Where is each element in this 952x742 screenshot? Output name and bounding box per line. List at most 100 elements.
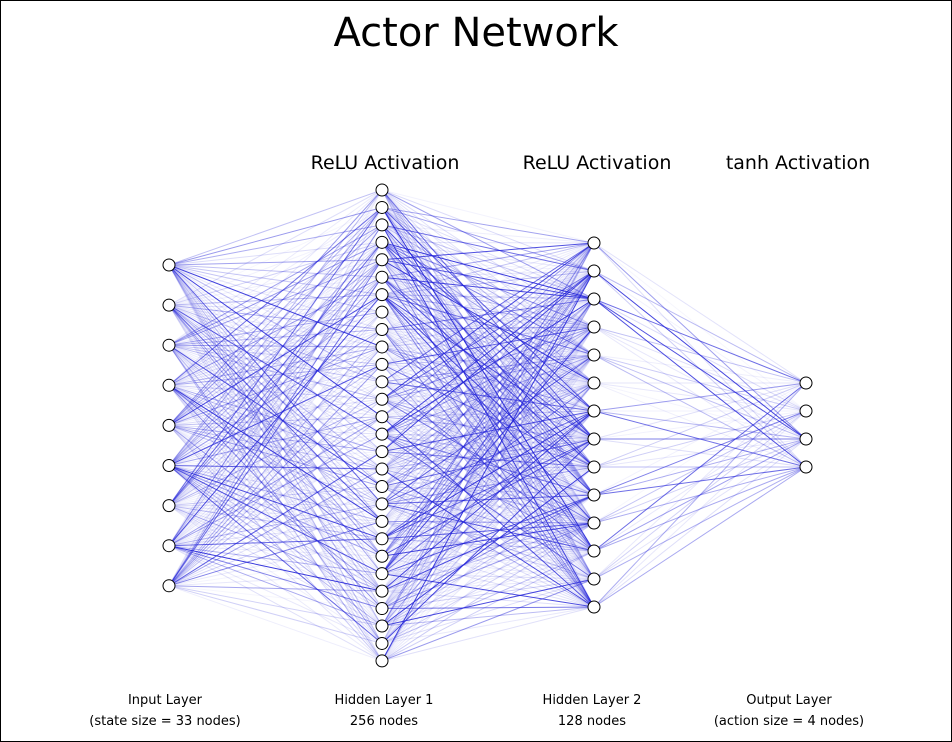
edge-hidden1-12-hidden2-1 <box>381 270 595 400</box>
edge-input-5-hidden1-12 <box>168 398 383 466</box>
node-hidden1-20 <box>375 532 389 546</box>
node-hidden1-26 <box>375 636 389 650</box>
node-input-6 <box>162 499 176 513</box>
edge-hidden1-13-hidden2-1 <box>381 270 595 418</box>
edge-hidden1-20-hidden2-1 <box>381 270 595 540</box>
edge-hidden2-3-output-2 <box>593 326 807 440</box>
edge-input-7-hidden1-6 <box>168 294 383 547</box>
edge-hidden1-11-hidden2-10 <box>381 381 595 524</box>
edge-input-1-hidden1-19 <box>168 304 383 522</box>
edge-hidden1-0-hidden2-0 <box>381 189 595 244</box>
edge-input-8-hidden1-15 <box>168 451 383 587</box>
layer-name-output: Output Layer <box>746 693 832 708</box>
edge-input-3-hidden1-1 <box>168 207 383 386</box>
edge-hidden2-13-output-3 <box>593 466 807 608</box>
edge-input-8-hidden1-20 <box>168 538 383 587</box>
edge-input-5-hidden1-27 <box>168 465 383 662</box>
edge-hidden1-10-hidden2-4 <box>381 354 595 365</box>
edge-hidden1-3-hidden2-3 <box>381 241 595 328</box>
edge-hidden1-24-hidden2-0 <box>381 242 595 609</box>
edge-hidden1-10-hidden2-13 <box>381 364 595 608</box>
edge-input-1-hidden1-8 <box>168 304 383 331</box>
edge-hidden1-1-hidden2-5 <box>381 207 595 384</box>
edge-hidden1-8-hidden2-6 <box>381 329 595 412</box>
edge-input-3-hidden1-19 <box>168 384 383 522</box>
edge-hidden1-26-hidden2-0 <box>381 242 595 644</box>
edge-hidden1-25-hidden2-7 <box>381 438 595 627</box>
edge-hidden1-14-hidden2-6 <box>381 410 595 435</box>
edge-hidden1-8-hidden2-1 <box>381 270 595 331</box>
edge-hidden1-23-hidden2-0 <box>381 242 595 592</box>
edge-hidden1-27-hidden2-4 <box>381 354 595 662</box>
edge-input-6-hidden1-2 <box>168 224 383 506</box>
edge-input-0-hidden1-15 <box>168 264 383 452</box>
layer-label-hidden1: Hidden Layer 1 256 nodes <box>335 690 434 732</box>
edge-hidden1-26-hidden2-7 <box>381 438 595 644</box>
edge-input-3-hidden1-2 <box>168 224 383 386</box>
edge-hidden1-20-hidden2-12 <box>381 538 595 580</box>
edge-hidden1-0-hidden2-2 <box>381 189 595 300</box>
node-hidden1-23 <box>375 584 389 598</box>
edge-hidden1-15-hidden2-2 <box>381 298 595 453</box>
edge-input-4-hidden1-11 <box>168 381 383 426</box>
edge-input-7-hidden1-12 <box>168 398 383 547</box>
edge-hidden1-12-hidden2-3 <box>381 326 595 400</box>
edge-input-8-hidden1-1 <box>168 207 383 587</box>
edge-input-6-hidden1-4 <box>168 259 383 506</box>
edge-hidden1-9-hidden2-0 <box>381 242 595 348</box>
edge-hidden2-8-output-1 <box>593 410 807 468</box>
edge-hidden1-25-hidden2-1 <box>381 270 595 627</box>
node-hidden1-19 <box>375 514 389 528</box>
edge-hidden1-11-hidden2-5 <box>381 381 595 384</box>
edge-input-4-hidden1-22 <box>168 424 383 575</box>
node-hidden1-13 <box>375 410 389 424</box>
edge-input-1-hidden1-10 <box>168 304 383 365</box>
edge-input-3-hidden1-25 <box>168 384 383 627</box>
edge-hidden1-12-hidden2-0 <box>381 242 595 400</box>
node-input-5 <box>162 459 176 472</box>
edge-hidden1-16-hidden2-6 <box>381 410 595 470</box>
edge-input-0-hidden1-12 <box>168 264 383 400</box>
edge-hidden1-26-hidden2-11 <box>381 550 595 644</box>
edge-hidden1-12-hidden2-13 <box>381 398 595 608</box>
edge-input-4-hidden1-19 <box>168 424 383 522</box>
edge-hidden1-23-hidden2-10 <box>381 522 595 592</box>
edge-hidden1-9-hidden2-5 <box>381 346 595 384</box>
edge-hidden2-10-output-0 <box>593 382 807 524</box>
edge-hidden1-24-hidden2-4 <box>381 354 595 609</box>
edge-hidden1-4-hidden2-13 <box>381 259 595 608</box>
edge-hidden1-11-hidden2-6 <box>381 381 595 412</box>
edge-hidden1-27-hidden2-3 <box>381 326 595 662</box>
edge-input-4-hidden1-16 <box>168 424 383 470</box>
node-hidden2-2 <box>587 292 601 306</box>
layer-label-output: Output Layer (action size = 4 nodes) <box>714 690 864 732</box>
edge-hidden1-5-hidden2-2 <box>381 276 595 300</box>
edge-input-4-hidden1-18 <box>168 424 383 505</box>
edge-hidden1-16-hidden2-2 <box>381 298 595 470</box>
layer-name-hidden2: Hidden Layer 2 <box>542 693 642 708</box>
edge-hidden1-5-hidden2-1 <box>381 270 595 278</box>
edge-input-5-hidden1-13 <box>168 416 383 466</box>
edge-hidden1-5-hidden2-8 <box>381 276 595 468</box>
edge-input-3-hidden1-14 <box>168 384 383 435</box>
edge-input-3-hidden1-0 <box>168 189 383 386</box>
edge-input-8-hidden1-6 <box>168 294 383 587</box>
node-hidden1-9 <box>375 340 389 354</box>
edge-input-6-hidden1-3 <box>168 242 383 506</box>
edge-input-0-hidden1-16 <box>168 264 383 470</box>
node-hidden1-7 <box>375 305 389 319</box>
edge-hidden1-21-hidden2-0 <box>381 242 595 557</box>
edge-input-7-hidden1-3 <box>168 242 383 546</box>
edge-input-5-hidden1-3 <box>168 241 383 466</box>
edge-hidden1-21-hidden2-7 <box>381 438 595 557</box>
edge-input-6-hidden1-8 <box>168 329 383 506</box>
edge-input-4-hidden1-2 <box>168 224 383 426</box>
edge-input-6-hidden1-1 <box>168 207 383 506</box>
edge-hidden1-0-hidden2-10 <box>381 189 595 524</box>
edge-input-5-hidden1-20 <box>168 465 383 540</box>
edge-input-1-hidden1-23 <box>168 304 383 592</box>
edge-input-4-hidden1-17 <box>168 424 383 487</box>
edge-input-6-hidden1-22 <box>168 505 383 575</box>
edge-input-7-hidden1-16 <box>168 468 383 547</box>
edge-hidden1-9-hidden2-6 <box>381 346 595 412</box>
